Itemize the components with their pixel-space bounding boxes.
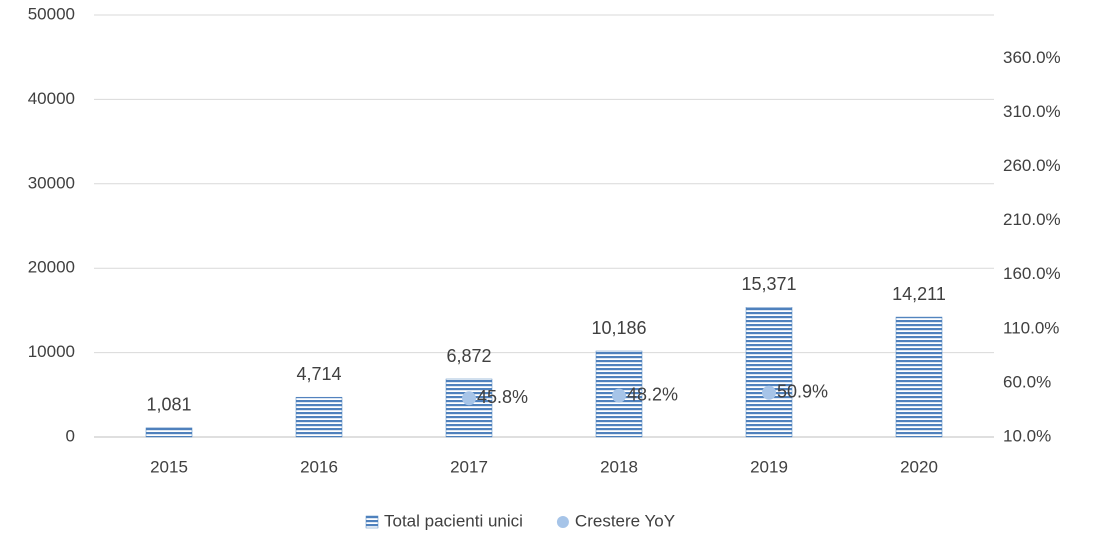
x-tick-label: 2019 bbox=[750, 457, 788, 476]
data-label: 15,371 bbox=[741, 274, 796, 294]
bar bbox=[445, 378, 493, 438]
x-tick-label: 2015 bbox=[150, 457, 188, 476]
point bbox=[762, 385, 776, 400]
point bbox=[462, 391, 476, 406]
bar bbox=[895, 316, 943, 438]
y-tick-label: 40000 bbox=[28, 89, 75, 108]
y2-tick-label: 310.0% bbox=[1003, 102, 1061, 121]
y2-tick-label: 210.0% bbox=[1003, 210, 1061, 229]
y-tick-label: 50000 bbox=[28, 4, 75, 23]
x-tick-label: 2017 bbox=[450, 457, 488, 476]
bar bbox=[145, 427, 193, 438]
x-tick-label: 2016 bbox=[300, 457, 338, 476]
y2-tick-label: 60.0% bbox=[1003, 372, 1051, 391]
x-tick-label: 2020 bbox=[900, 457, 938, 476]
x-tick-label: 2018 bbox=[600, 457, 638, 476]
bar bbox=[745, 307, 793, 438]
bar bbox=[295, 396, 343, 438]
y2-tick-label: 110.0% bbox=[1003, 318, 1059, 337]
y2-tick-label: 10.0% bbox=[1003, 426, 1051, 445]
y-tick-label: 30000 bbox=[28, 173, 75, 192]
y-tick-label: 10000 bbox=[28, 342, 75, 361]
data-label: 45.8% bbox=[477, 387, 528, 407]
y2-tick-label: 260.0% bbox=[1003, 156, 1061, 175]
data-label: 50.9% bbox=[777, 381, 828, 401]
data-label: 48.2% bbox=[627, 384, 678, 404]
data-label: 1,081 bbox=[146, 395, 191, 415]
data-label: 10,186 bbox=[591, 318, 646, 338]
data-label: 14,211 bbox=[892, 284, 946, 304]
data-label: 4,714 bbox=[296, 364, 341, 384]
legend-label: Crestere YoY bbox=[575, 511, 675, 530]
legend-swatch bbox=[365, 515, 379, 529]
y-tick-label: 0 bbox=[66, 426, 75, 445]
point bbox=[612, 388, 626, 403]
y2-tick-label: 160.0% bbox=[1003, 264, 1061, 283]
legend-swatch bbox=[556, 516, 569, 528]
y-tick-label: 20000 bbox=[28, 258, 75, 277]
legend-label: Total pacienti unici bbox=[384, 511, 523, 530]
data-label: 6,872 bbox=[446, 346, 491, 366]
y2-tick-label: 360.0% bbox=[1003, 48, 1061, 67]
